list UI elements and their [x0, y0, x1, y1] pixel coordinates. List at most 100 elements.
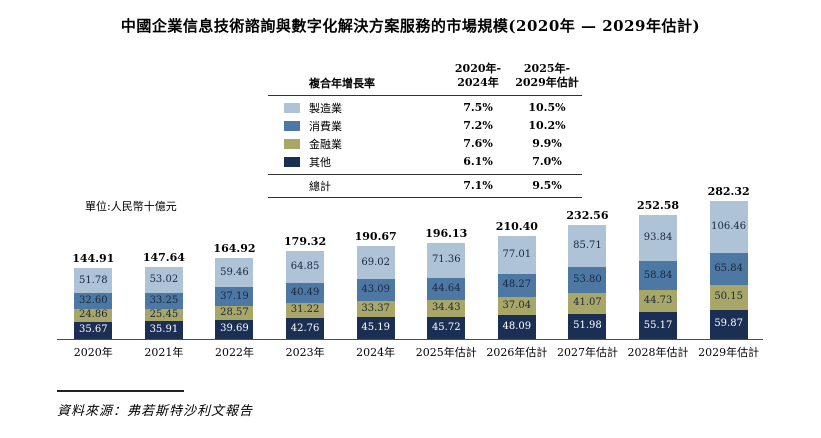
source-note: 資料來源：弗若斯特沙利文報告 — [57, 404, 254, 419]
x-axis-label: 2026年估計 — [486, 346, 548, 359]
x-axis-label: 2024年 — [356, 346, 396, 359]
bar-segment-finance: 50.15 — [709, 285, 748, 310]
source-rule — [57, 390, 184, 392]
bar-segment-manufacturing: 59.46 — [215, 258, 254, 288]
bar-column: 282.32 106.46 65.84 50.15 59.87 — [693, 175, 764, 339]
bar-segment-consumer: 65.84 — [709, 252, 748, 286]
bar-segment-manufacturing: 85.71 — [568, 225, 607, 268]
bar-segment-consumer: 40.49 — [286, 282, 325, 303]
legend-swatch-cell — [268, 120, 309, 131]
legend-cagr-2: 10.5% — [528, 101, 566, 115]
x-axis-label: 2022年 — [214, 346, 254, 359]
bar-segment-consumer: 37.19 — [215, 287, 254, 306]
legend-row: 其他 6.1% 7.0% — [268, 153, 582, 171]
bar-segment-manufacturing: 69.02 — [356, 245, 395, 280]
legend-swatch-cell — [268, 156, 309, 167]
bar-segment-consumer: 33.25 — [144, 292, 183, 309]
bar-stack: 85.71 53.80 41.07 51.98 — [568, 225, 607, 339]
legend-cagr-1: 6.1% — [463, 155, 493, 169]
legend-header-col2: 2025年- 2029年估計 — [515, 62, 579, 90]
bar-chart: 144.91 51.78 32.60 24.86 35.67 147.64 53.02 33.… — [58, 175, 764, 339]
bar-stack: 93.84 58.84 44.73 55.17 — [639, 215, 678, 339]
bar-total-label: 210.40 — [495, 219, 538, 233]
bar-segment-finance: 33.37 — [356, 300, 395, 317]
x-axis-label: 2027年估計 — [556, 346, 618, 359]
bar-segment-manufacturing: 64.85 — [286, 251, 325, 283]
bar-stack: 51.78 32.60 24.86 35.67 — [74, 267, 113, 339]
legend-table: 複合年增長率 2020年- 2024年 2025年- 2029年估計 製造業 7.… — [268, 62, 582, 198]
legend-total-col1: 7.1% — [463, 179, 493, 193]
bar-segment-manufacturing: 71.36 — [427, 242, 466, 278]
legend-label: 其他 — [309, 155, 331, 169]
legend-header-col1: 2020年- 2024年 — [454, 62, 502, 90]
bar-column: 190.67 69.02 43.09 33.37 45.19 — [340, 175, 411, 339]
bar-segment-consumer: 32.60 — [74, 293, 113, 310]
bar-column: 179.32 64.85 40.49 31.22 42.76 — [270, 175, 341, 339]
bar-segment-consumer: 53.80 — [568, 267, 607, 294]
bar-column: 147.64 53.02 33.25 25.45 35.91 — [129, 175, 200, 339]
legend-swatch-icon — [284, 120, 300, 131]
x-axis-label: 2020年 — [73, 346, 113, 359]
bar-total-label: 196.13 — [425, 226, 468, 240]
bar-segment-consumer: 58.84 — [639, 261, 678, 291]
bar-column: 252.58 93.84 58.84 44.73 55.17 — [623, 175, 694, 339]
bar-column: 196.13 71.36 44.64 34.43 45.72 — [411, 175, 482, 339]
bar-column: 164.92 59.46 37.19 28.57 39.69 — [199, 175, 270, 339]
unit-label: 單位:人民幣十億元 — [85, 200, 177, 213]
bar-total-label: 147.64 — [142, 250, 185, 264]
bar-stack: 106.46 65.84 50.15 59.87 — [709, 200, 748, 339]
x-axis-labels: 2020年 2021年 2022年 2023年 2024年 2025年估計 2026年估計 2… — [58, 344, 764, 360]
legend-label: 金融業 — [309, 137, 342, 151]
bar-total-label: 144.91 — [72, 251, 115, 265]
bar-segment-finance: 25.45 — [144, 308, 183, 322]
x-axis-label: 2028年估計 — [627, 346, 689, 359]
bar-segment-other: 45.19 — [356, 316, 395, 339]
x-axis-label: 2021年 — [144, 346, 184, 359]
bar-segment-finance: 31.22 — [286, 302, 325, 318]
bar-total-label: 179.32 — [284, 235, 327, 249]
legend-header-label: 複合年增長率 — [309, 76, 375, 90]
legend-swatch-icon — [284, 138, 300, 149]
legend-cagr-2: 10.2% — [528, 119, 566, 133]
bar-segment-manufacturing: 106.46 — [709, 200, 748, 253]
bar-segment-finance: 24.86 — [74, 309, 113, 322]
bar-segment-manufacturing: 93.84 — [639, 215, 678, 262]
bar-total-label: 232.56 — [566, 209, 609, 223]
x-axis-label: 2025年估計 — [415, 346, 477, 359]
bar-total-label: 190.67 — [354, 229, 397, 243]
legend-cagr-2: 7.0% — [532, 155, 562, 169]
bar-segment-consumer: 44.64 — [427, 277, 466, 300]
legend-body: 製造業 7.5% 10.5% 消費業 7.2% 10.2% 金融業 7.6% 9.9% 其他 6.1… — [268, 96, 582, 174]
bar-total-label: 282.32 — [707, 184, 750, 198]
bar-segment-consumer: 43.09 — [356, 279, 395, 301]
x-axis-label: 2029年估計 — [698, 346, 760, 359]
bar-segment-manufacturing: 51.78 — [74, 267, 113, 294]
bar-stack: 53.02 33.25 25.45 35.91 — [144, 266, 183, 339]
x-axis-label: 2023年 — [285, 346, 325, 359]
bar-stack: 77.01 48.27 37.04 48.09 — [497, 235, 536, 339]
bar-segment-other: 48.09 — [497, 315, 536, 339]
legend-row: 金融業 7.6% 9.9% — [268, 135, 582, 153]
bar-stack: 71.36 44.64 34.43 45.72 — [427, 242, 466, 339]
bar-segment-other: 42.76 — [286, 318, 325, 339]
bar-total-label: 252.58 — [636, 199, 680, 213]
bar-segment-finance: 44.73 — [639, 290, 678, 312]
legend-swatch-icon — [284, 156, 300, 167]
bar-segment-consumer: 48.27 — [497, 273, 536, 298]
legend-cagr-1: 7.6% — [463, 137, 493, 151]
bar-segment-manufacturing: 77.01 — [497, 235, 536, 274]
legend-header: 複合年增長率 2020年- 2024年 2025年- 2029年估計 — [268, 62, 582, 96]
bar-segment-other: 59.87 — [709, 309, 748, 339]
bar-stack: 59.46 37.19 28.57 39.69 — [215, 258, 254, 339]
legend-label: 消費業 — [309, 119, 342, 133]
bar-stack: 64.85 40.49 31.22 42.76 — [286, 251, 325, 339]
bar-total-label: 164.92 — [213, 242, 256, 256]
legend-swatch-cell — [268, 138, 309, 149]
bar-segment-finance: 34.43 — [427, 299, 466, 317]
legend-swatch-cell — [268, 102, 309, 113]
bar-segment-other: 39.69 — [215, 319, 254, 339]
bar-segment-finance: 41.07 — [568, 293, 607, 314]
bar-stack: 69.02 43.09 33.37 45.19 — [356, 245, 395, 339]
legend-swatch-icon — [284, 102, 300, 113]
bar-segment-finance: 37.04 — [497, 297, 536, 316]
